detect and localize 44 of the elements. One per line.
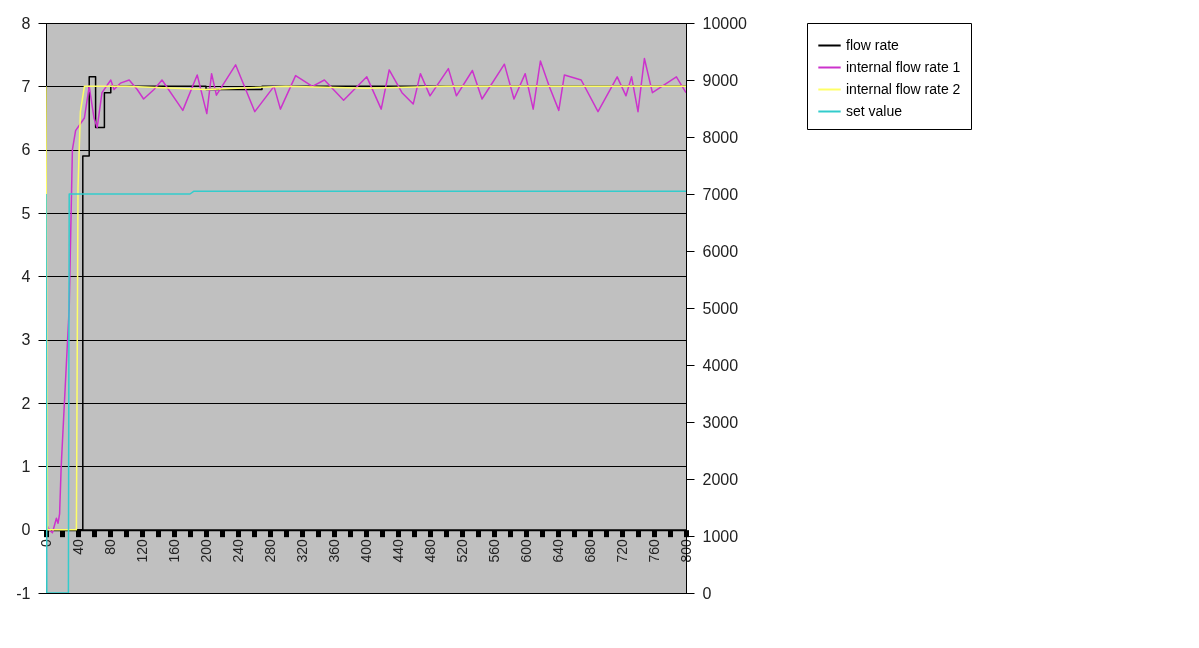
x-tick-label: 480 xyxy=(421,538,438,563)
x-tick-label: 240 xyxy=(229,538,246,563)
legend-label: flow rate xyxy=(846,36,900,53)
x-tick-label: 120 xyxy=(133,538,150,563)
legend-label: internal flow rate 2 xyxy=(846,80,961,97)
x-tick-label: 400 xyxy=(357,538,374,563)
x-tick-label: 200 xyxy=(197,538,214,563)
y-tick-label: 0 xyxy=(21,521,31,539)
x-tick-label: 760 xyxy=(645,538,662,563)
x-tick-label: 600 xyxy=(517,538,534,563)
x-tick-label: 560 xyxy=(485,538,502,563)
legend-label: set value xyxy=(846,102,903,119)
y-tick-label: 2 xyxy=(21,394,31,412)
x-tick-label: 360 xyxy=(325,538,342,563)
legend-label: internal flow rate 1 xyxy=(846,58,961,75)
y-tick-label: 6 xyxy=(21,141,31,159)
y-tick-label: 8 xyxy=(21,14,31,32)
x-tick-label: 160 xyxy=(165,538,182,563)
x-tick-label: 520 xyxy=(453,538,470,563)
y-tick-label: 4 xyxy=(21,267,31,285)
y2-tick-label: 9000 xyxy=(702,71,739,89)
y2-tick-label: 2000 xyxy=(702,470,739,488)
y-tick-label: 5 xyxy=(21,204,31,222)
x-tick-label: 720 xyxy=(613,538,630,563)
y2-tick-label: 8000 xyxy=(702,128,739,146)
y2-tick-label: 6000 xyxy=(702,242,739,260)
y-tick-label: 1 xyxy=(21,457,31,475)
y-tick-label: -1 xyxy=(16,584,31,602)
x-tick-label: 40 xyxy=(69,538,86,555)
y2-tick-label: 10000 xyxy=(702,14,748,32)
x-tick-label: 80 xyxy=(101,538,118,555)
x-tick-label: 440 xyxy=(389,538,406,563)
y2-tick-label: 4000 xyxy=(702,356,739,374)
y2-tick-label: 1000 xyxy=(702,527,739,545)
y-tick-label: 7 xyxy=(21,77,31,95)
x-tick-label: 320 xyxy=(293,538,310,563)
y2-tick-label: 5000 xyxy=(702,299,739,317)
y2-tick-label: 3000 xyxy=(702,413,739,431)
x-tick-label: 680 xyxy=(581,538,598,563)
x-tick-label: 640 xyxy=(549,538,566,563)
y2-tick-label: 0 xyxy=(702,584,712,602)
x-tick-label: 280 xyxy=(261,538,278,563)
y-tick-label: 3 xyxy=(21,331,31,349)
y2-tick-label: 7000 xyxy=(702,185,739,203)
